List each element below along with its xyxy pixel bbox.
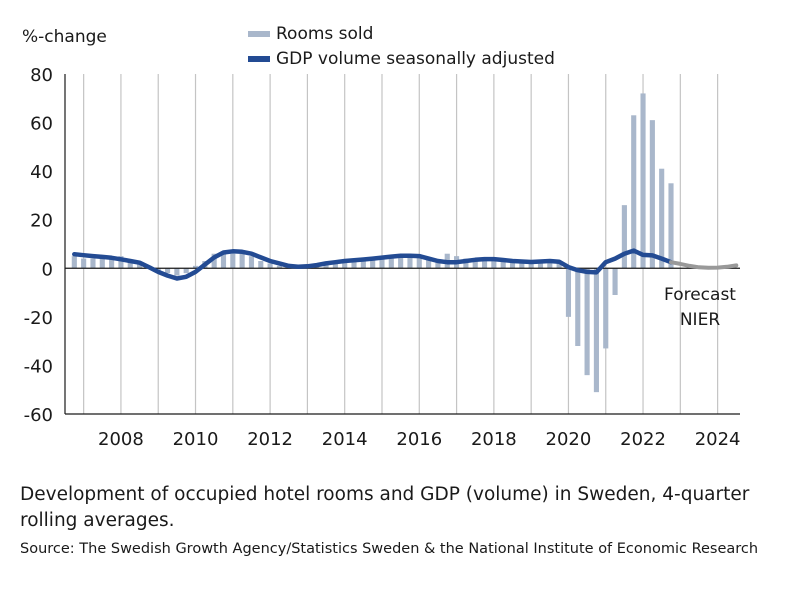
rooms-sold-swatch [248, 30, 270, 37]
rooms-sold-bar [584, 268, 590, 376]
rooms-sold-bar [239, 253, 245, 269]
rooms-sold-bar [519, 261, 525, 269]
rooms-sold-bar [621, 205, 627, 269]
rooms-sold-bar [248, 256, 255, 269]
legend-label: Rooms sold [276, 23, 374, 44]
rooms-sold-bar [137, 263, 143, 269]
rooms-sold-bar [631, 115, 637, 269]
rooms-sold-bar [509, 261, 516, 269]
rooms-sold-bar [416, 256, 422, 269]
rooms-sold-bar [649, 120, 655, 269]
x-tick-label: 2010 [173, 429, 219, 450]
rooms-sold-bar [332, 263, 338, 269]
vertical-gridlines [83, 74, 719, 414]
y-axis-label: %-change [22, 27, 107, 47]
figure-caption: Development of occupied hotel rooms and … [20, 482, 770, 563]
rooms-sold-bar [342, 261, 348, 269]
gdp-forecast-line [669, 260, 739, 270]
x-tick-labels: 2008 2010 2012 2014 2016 2018 2020 2022 2024 [98, 429, 740, 450]
rooms-sold-bar [90, 258, 96, 269]
rooms-sold-bar [351, 261, 357, 269]
rooms-sold-bar [109, 258, 115, 269]
forecast-annotation: Forecast NIER [664, 285, 736, 330]
y-tick-label: -40 [24, 356, 53, 377]
y-tick-label: -60 [24, 405, 53, 426]
y-tick-label: 60 [30, 114, 53, 135]
rooms-sold-bar [547, 261, 553, 269]
chart-source: Source: The Swedish Growth Agency/Statis… [20, 541, 759, 557]
rooms-sold-bar [211, 253, 217, 269]
x-tick-label: 2020 [546, 429, 592, 450]
rooms-sold-bar [99, 258, 105, 269]
rooms-sold-bar [164, 268, 171, 274]
rooms-sold-bar [575, 268, 581, 346]
rooms-sold-bar [565, 268, 572, 317]
x-tick-label: 2008 [98, 429, 144, 450]
rooms-sold-bar [463, 258, 469, 269]
y-tick-label: 40 [30, 162, 53, 183]
rooms-sold-bar [174, 268, 180, 276]
y-tick-labels: 80 60 40 20 0 -20 -40 -60 [24, 65, 53, 426]
rooms-sold-bar [659, 168, 665, 269]
y-tick-label: -20 [24, 308, 53, 329]
y-tick-label: 80 [30, 65, 53, 86]
rooms-sold-bar [593, 268, 599, 393]
chart-title: Development of occupied hotel rooms and … [20, 484, 750, 531]
rooms-sold-bar [360, 261, 366, 269]
rooms-sold-bar [118, 256, 124, 269]
rooms-sold-bar [426, 258, 432, 269]
rooms-sold-bar [500, 261, 506, 269]
rooms-sold-bar [258, 261, 264, 269]
rooms-sold-bar [220, 251, 227, 269]
annotation-line: Forecast [664, 285, 736, 305]
rooms-sold-bar [127, 261, 133, 269]
rooms-sold-bar [398, 256, 404, 269]
gdp-line [72, 248, 674, 281]
rooms-sold-bar [528, 261, 534, 269]
rooms-sold-bar [388, 258, 394, 269]
rooms-sold-bar [230, 253, 236, 269]
x-tick-label: 2014 [322, 429, 368, 450]
rooms-sold-bar [537, 261, 544, 269]
rooms-sold-bar [556, 263, 562, 269]
rooms-sold-bars [71, 93, 674, 393]
rooms-sold-bar [71, 256, 77, 269]
rooms-sold-bar [668, 183, 674, 269]
legend-item-rooms-sold: Rooms sold [248, 21, 555, 46]
x-tick-label: 2024 [695, 429, 741, 450]
rooms-sold-bar [183, 268, 189, 274]
y-tick-label: 0 [42, 259, 53, 280]
x-tick-label: 2018 [471, 429, 517, 450]
x-tick-label: 2016 [396, 429, 442, 450]
rooms-sold-bar [379, 258, 385, 269]
rooms-sold-bar [481, 261, 488, 269]
annotation-line: NIER [680, 310, 720, 330]
rooms-sold-bar [267, 263, 273, 269]
rooms-sold-bar [640, 93, 646, 269]
rooms-sold-bar [192, 265, 199, 269]
rooms-sold-bar [491, 261, 497, 269]
rooms-sold-bar [323, 263, 329, 269]
rooms-sold-bar [81, 258, 87, 269]
legend: Rooms sold GDP volume seasonally adjuste… [248, 21, 555, 71]
x-tick-label: 2022 [620, 429, 666, 450]
legend-item-gdp: GDP volume seasonally adjusted [248, 46, 555, 71]
rooms-sold-bar [612, 268, 618, 295]
y-tick-label: 20 [30, 211, 53, 232]
legend-label: GDP volume seasonally adjusted [276, 48, 555, 69]
rooms-sold-bar [370, 258, 376, 269]
rooms-sold-bar [472, 261, 478, 269]
rooms-sold-bar [276, 265, 282, 269]
rooms-sold-bar [435, 261, 441, 269]
x-tick-label: 2012 [247, 429, 293, 450]
gdp-swatch [248, 55, 270, 62]
rooms-sold-bar [407, 256, 413, 269]
rooms-sold-bar [603, 268, 609, 349]
